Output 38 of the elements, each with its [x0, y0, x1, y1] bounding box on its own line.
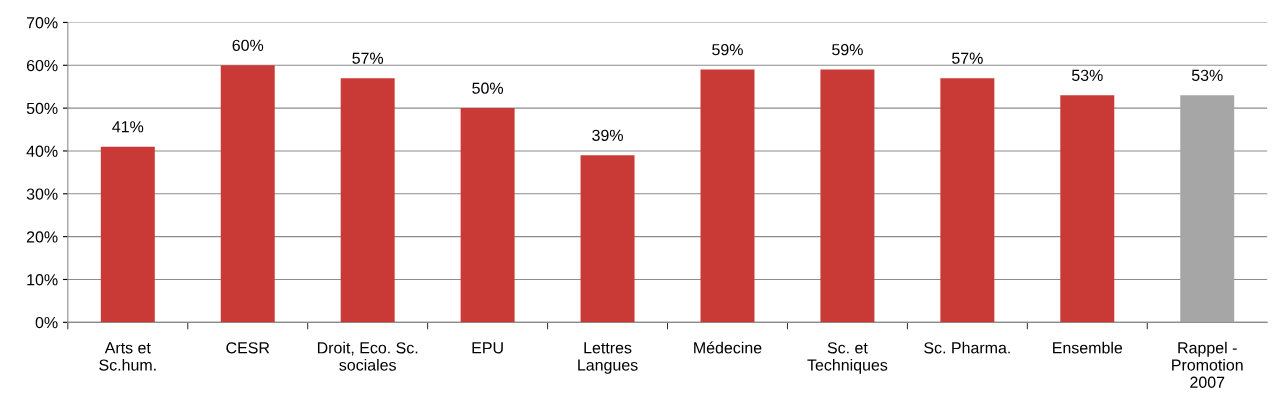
data-label: 41% — [112, 121, 144, 133]
bar — [100, 146, 155, 323]
bar — [580, 155, 635, 323]
data-label: 57% — [952, 52, 983, 64]
y-tick-label: 20% — [26, 231, 58, 243]
data-label: 59% — [832, 43, 863, 56]
x-tick-label: Médecine — [694, 341, 762, 354]
bar — [820, 69, 875, 323]
bar — [700, 69, 755, 323]
bar — [340, 78, 395, 323]
data-label: 50% — [472, 82, 504, 94]
y-tick-label: 0% — [35, 316, 58, 329]
y-tick-label: 60% — [26, 59, 58, 72]
x-tick-label: Sc. Pharma. — [924, 341, 1010, 354]
y-tick-label: 40% — [26, 145, 58, 157]
x-tick-label: Lettres Langues — [578, 342, 638, 374]
x-tick-label: Droit, Eco. Sc. sociales — [317, 341, 418, 371]
data-label: 57% — [352, 52, 384, 64]
bar — [1180, 95, 1235, 323]
bar — [1060, 95, 1115, 323]
data-label: 39% — [592, 129, 623, 141]
data-label: 59% — [712, 43, 743, 56]
data-label: 53% — [1191, 69, 1223, 81]
y-tick-label: 30% — [26, 188, 58, 200]
x-tick-label: EPU — [472, 342, 503, 354]
x-tick-label: Rappel - Promotion 2007 — [1172, 341, 1243, 388]
x-tick-label: CESR — [226, 342, 270, 354]
x-tick-label: Sc. et Techniques — [807, 342, 888, 374]
y-tick-label: 10% — [27, 274, 58, 286]
y-tick-label: 50% — [26, 102, 58, 115]
x-tick-label: Ensemble — [1053, 341, 1123, 354]
y-tick-label: 70% — [26, 17, 58, 29]
bar — [940, 78, 995, 323]
bar — [220, 65, 275, 323]
x-tick-label: Arts et Sc.hum. — [99, 342, 156, 371]
bar — [460, 108, 515, 323]
data-label: 53% — [1071, 69, 1103, 81]
data-label: 60% — [232, 39, 264, 52]
